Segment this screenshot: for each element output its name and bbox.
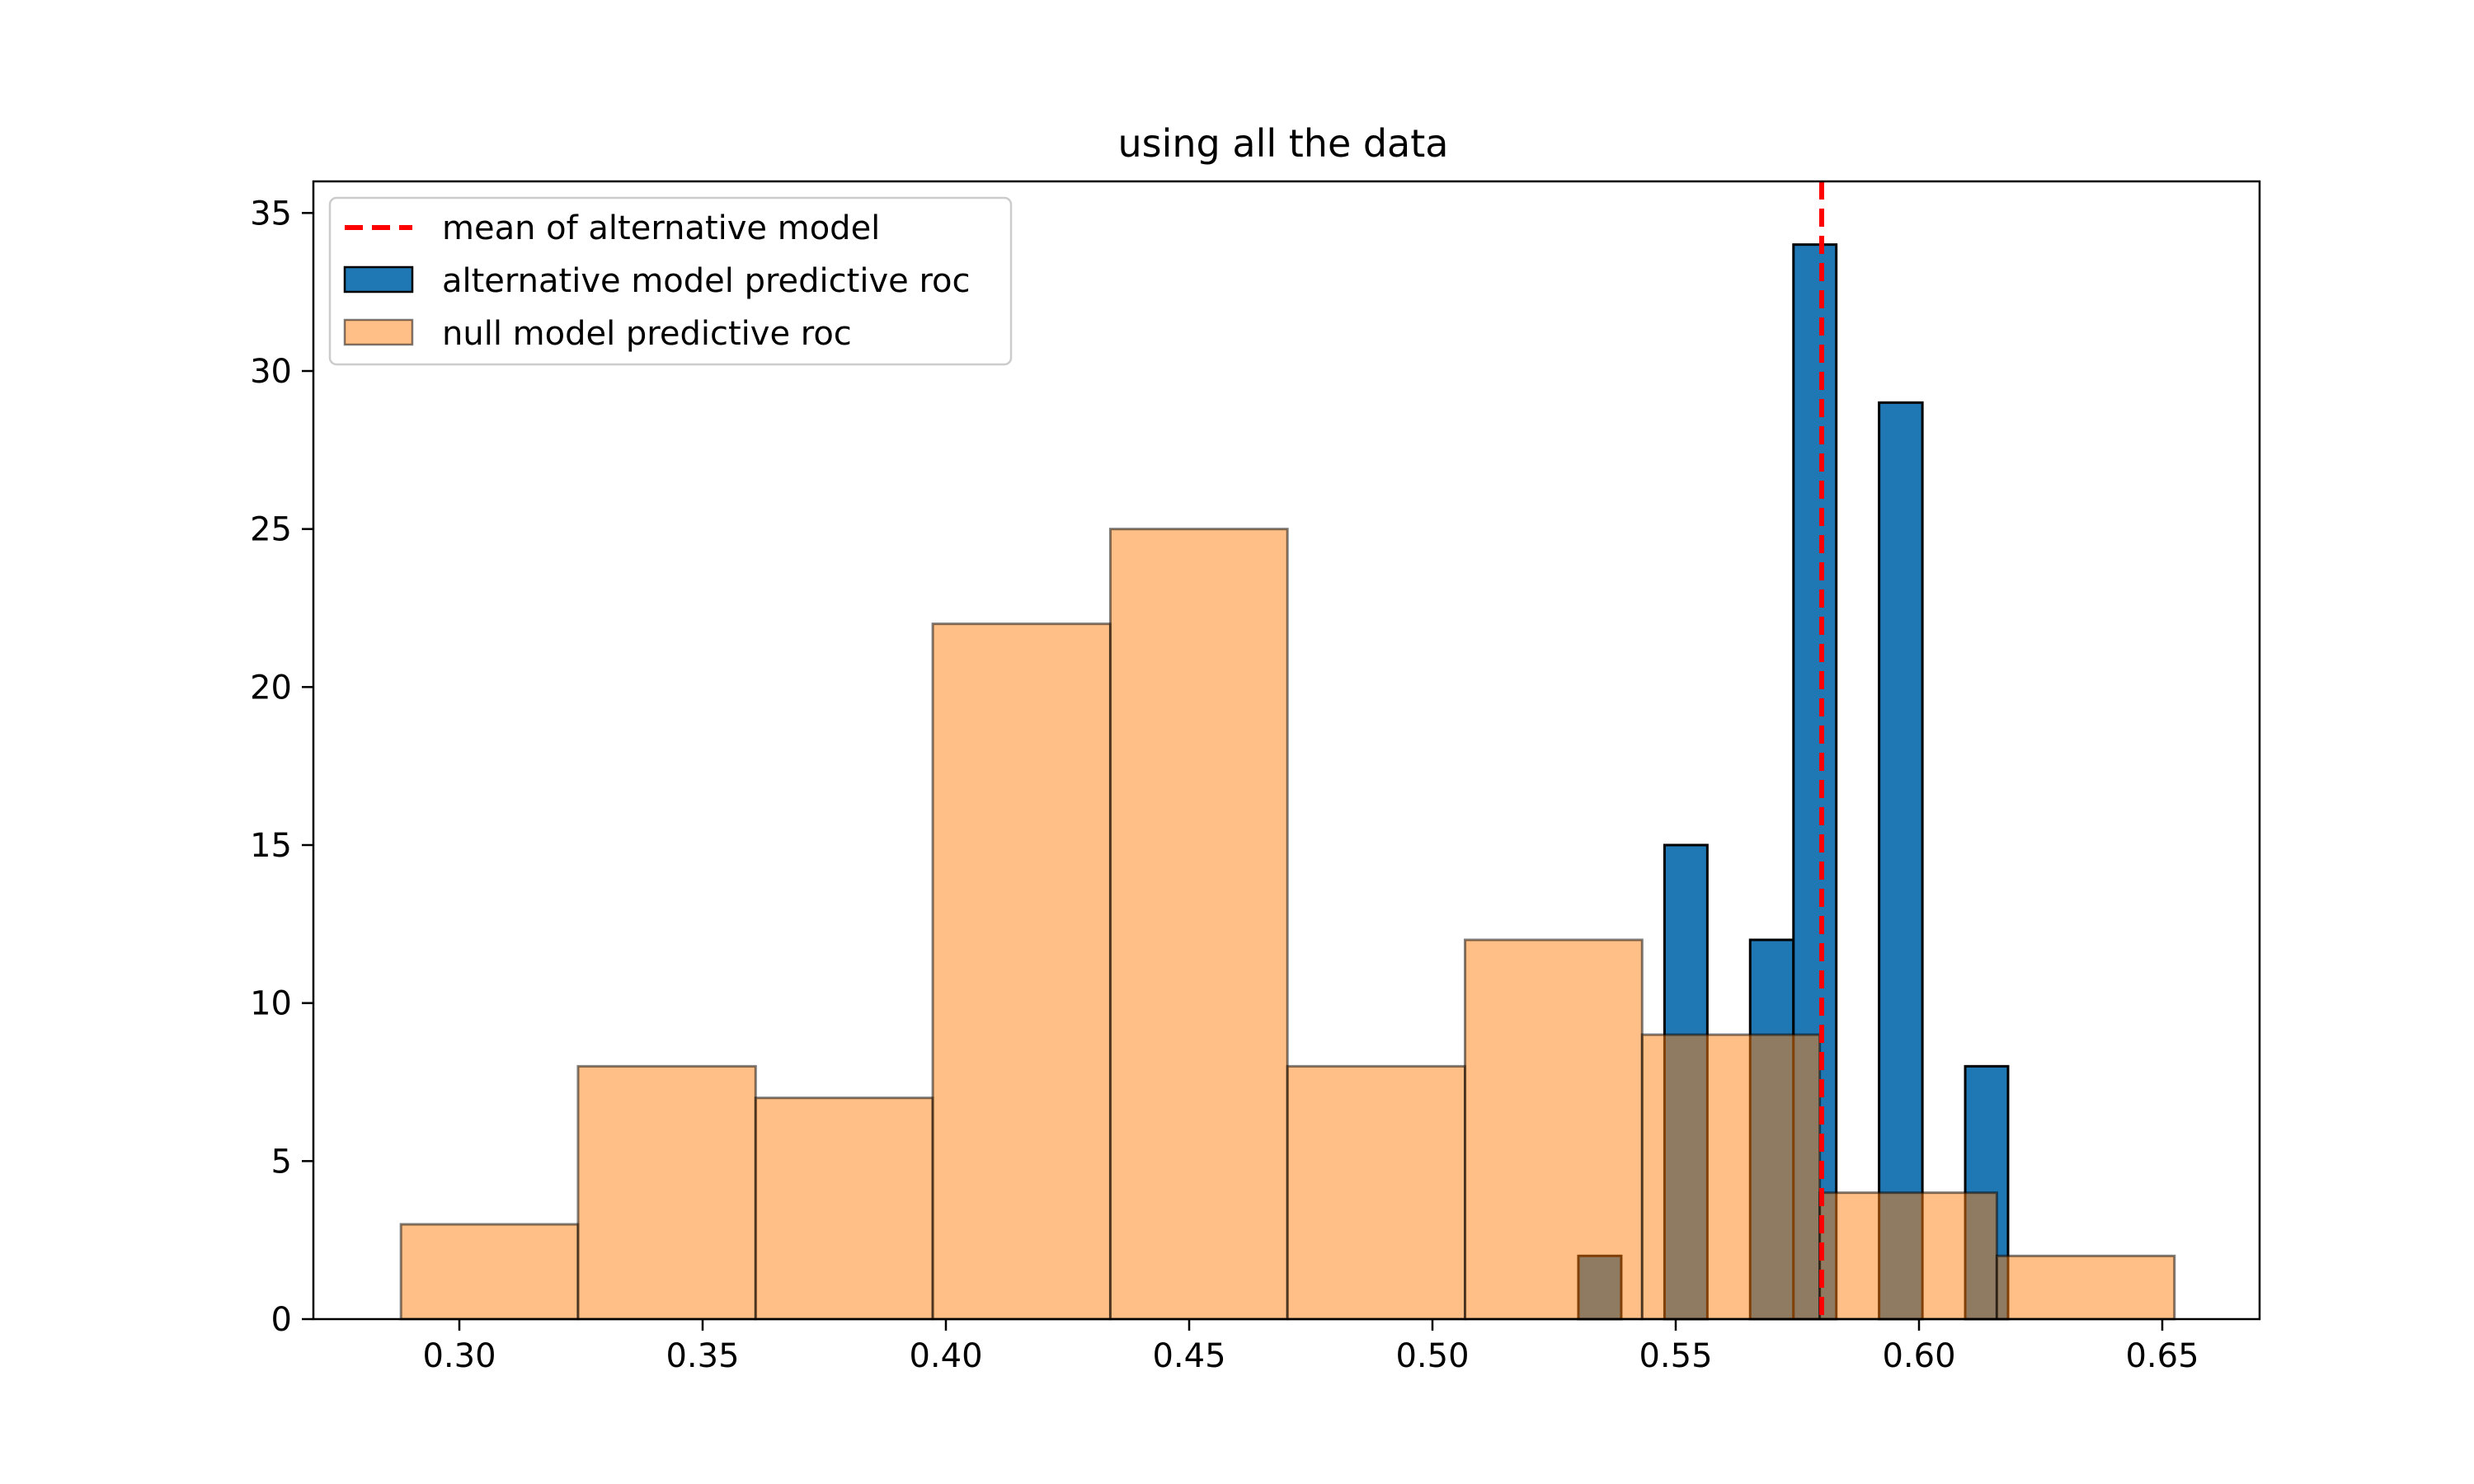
null-bar-3 bbox=[754, 1097, 934, 1321]
plot-area bbox=[312, 180, 2261, 1321]
y-tick-label: 30 bbox=[250, 353, 292, 391]
x-tick-label: 0.50 bbox=[1395, 1337, 1469, 1375]
null-bar-6 bbox=[1286, 1064, 1467, 1321]
x-tick-label: 0.40 bbox=[909, 1337, 982, 1375]
x-tick-label: 0.35 bbox=[666, 1337, 739, 1375]
x-tick-label: 0.45 bbox=[1152, 1337, 1225, 1375]
chart-title: using all the data bbox=[1118, 121, 1449, 166]
y-tick-label: 25 bbox=[250, 511, 292, 549]
legend-label-alternative: alternative model predictive roc bbox=[442, 262, 970, 300]
null-bar-5 bbox=[1108, 528, 1289, 1321]
legend-swatch-alternative bbox=[343, 265, 414, 294]
legend-label-mean: mean of alternative model bbox=[442, 209, 880, 247]
axes-frame bbox=[312, 180, 2261, 1321]
x-axis: 0.30 0.35 0.40 0.45 0.50 0.55 0.60 0.65 bbox=[422, 1319, 2199, 1375]
y-tick-label: 35 bbox=[250, 195, 292, 232]
null-bar-9 bbox=[1818, 1191, 1998, 1321]
y-axis: 0 5 10 15 20 25 30 35 bbox=[250, 195, 313, 1339]
y-tick-label: 10 bbox=[250, 985, 292, 1023]
null-bar-4 bbox=[931, 622, 1112, 1321]
y-tick-label: 5 bbox=[271, 1143, 292, 1181]
null-bar-8 bbox=[1640, 1033, 1822, 1321]
alternative-bar-5 bbox=[1878, 401, 1924, 1321]
null-bar-7 bbox=[1464, 938, 1644, 1321]
legend-label-null: null model predictive roc bbox=[442, 315, 852, 353]
x-tick-label: 0.55 bbox=[1639, 1337, 1712, 1375]
legend-box bbox=[328, 196, 1013, 366]
legend: mean of alternative model alternative mo… bbox=[328, 196, 1013, 366]
y-tick-label: 15 bbox=[250, 827, 292, 865]
x-tick-label: 0.65 bbox=[2125, 1337, 2199, 1375]
null-bar-1 bbox=[399, 1223, 580, 1321]
null-bar-2 bbox=[576, 1064, 757, 1321]
x-tick-label: 0.30 bbox=[422, 1337, 496, 1375]
legend-swatch-null bbox=[343, 318, 414, 346]
y-tick-label: 20 bbox=[250, 669, 292, 707]
null-series-bars bbox=[399, 528, 2176, 1321]
y-tick-label: 0 bbox=[271, 1301, 292, 1339]
null-bar-10 bbox=[1995, 1254, 2176, 1321]
x-tick-label: 0.60 bbox=[1882, 1337, 1955, 1375]
